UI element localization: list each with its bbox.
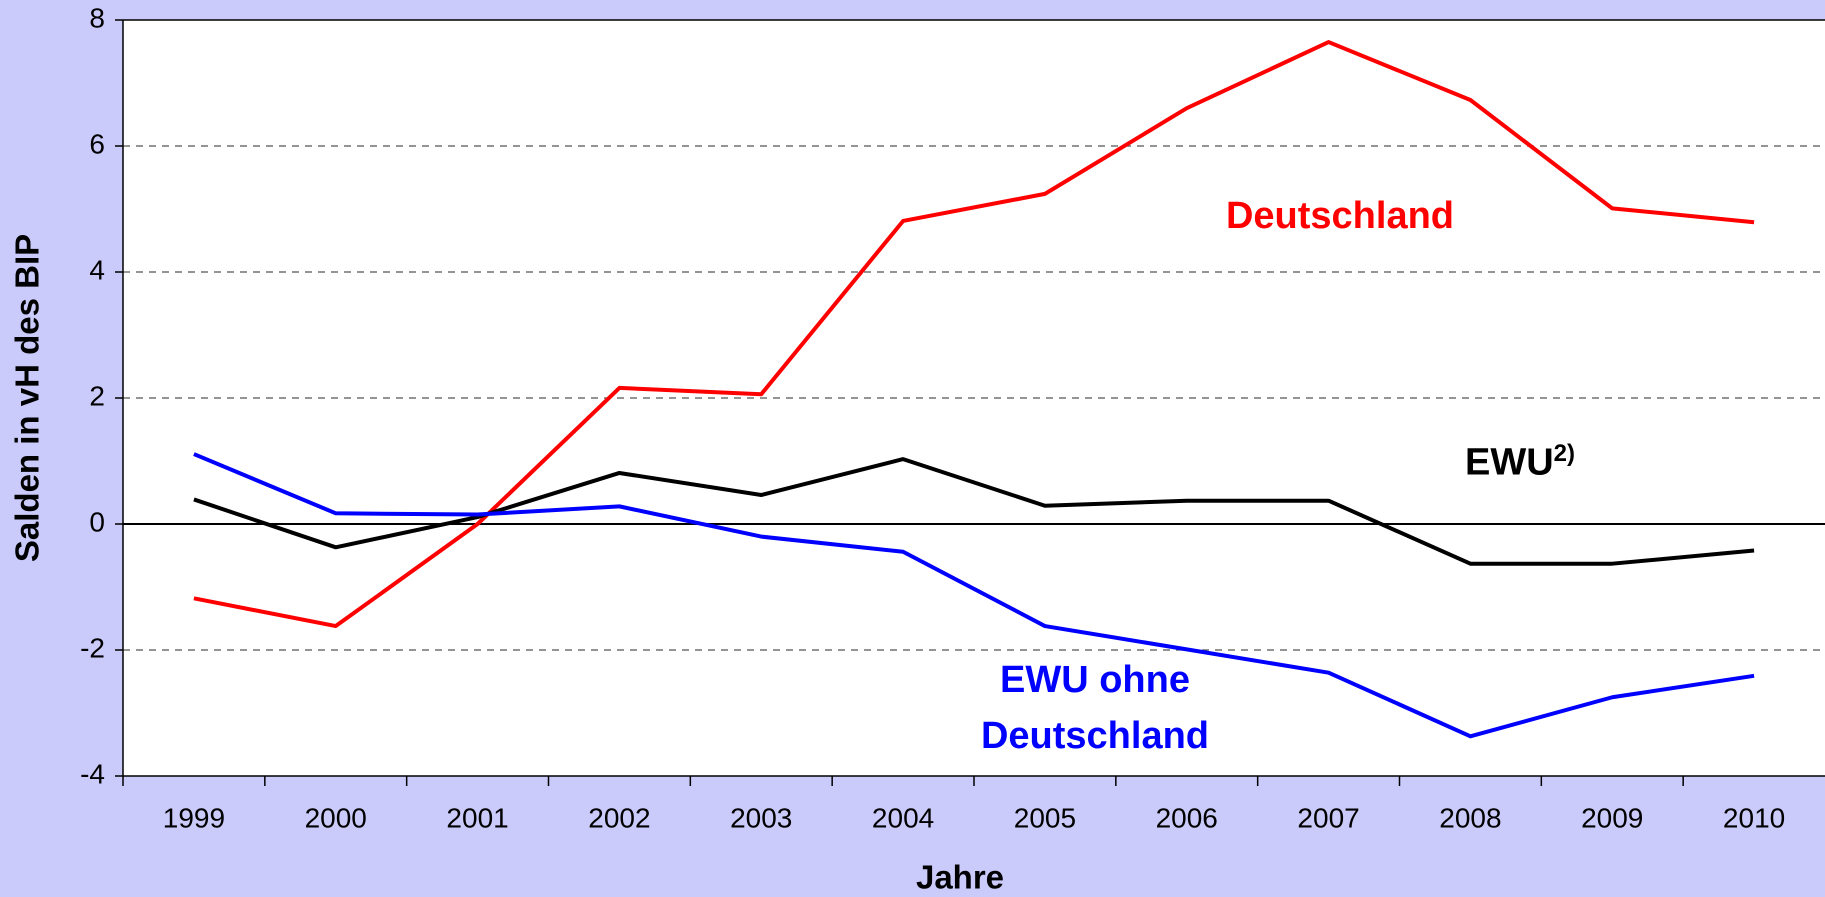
y-tick-label: 6 xyxy=(89,128,105,159)
y-axis-title: Salden in vH des BIP xyxy=(9,234,46,562)
y-tick-label: 0 xyxy=(89,506,105,537)
series-label: EWU2) xyxy=(1400,426,1640,491)
y-tick-label: -4 xyxy=(80,758,105,789)
x-tick-label: 2000 xyxy=(305,802,367,833)
x-tick-label: 2006 xyxy=(1156,802,1218,833)
x-tick-label: 2007 xyxy=(1297,802,1359,833)
x-axis-title: Jahre xyxy=(916,859,1004,896)
series-line xyxy=(193,457,1755,566)
x-tick-label: 1999 xyxy=(163,802,225,833)
y-tick-label: 4 xyxy=(89,254,105,285)
x-tick-label: 2009 xyxy=(1581,802,1643,833)
x-tick-label: 2005 xyxy=(1014,802,1076,833)
footnote-marker: 2) xyxy=(1553,440,1575,467)
series-name: Deutschland xyxy=(1225,195,1455,237)
series-line xyxy=(193,40,1755,629)
series-line xyxy=(193,452,1755,739)
y-tick-label: 8 xyxy=(89,2,105,33)
x-tick-label: 2002 xyxy=(588,802,650,833)
x-tick-label: 2004 xyxy=(872,802,934,833)
series-name: EWU ohne Deutschland xyxy=(980,659,1210,757)
series-label: Deutschland xyxy=(1150,188,1530,244)
y-tick-label: -2 xyxy=(80,632,105,663)
x-tick-label: 2010 xyxy=(1723,802,1785,833)
x-tick-label: 2001 xyxy=(446,802,508,833)
x-tick-label: 2003 xyxy=(730,802,792,833)
series-label: EWU ohne Deutschland xyxy=(940,652,1250,764)
x-tick-label: 2008 xyxy=(1439,802,1501,833)
y-tick-label: 2 xyxy=(89,380,105,411)
series-name: EWU xyxy=(1465,441,1554,484)
